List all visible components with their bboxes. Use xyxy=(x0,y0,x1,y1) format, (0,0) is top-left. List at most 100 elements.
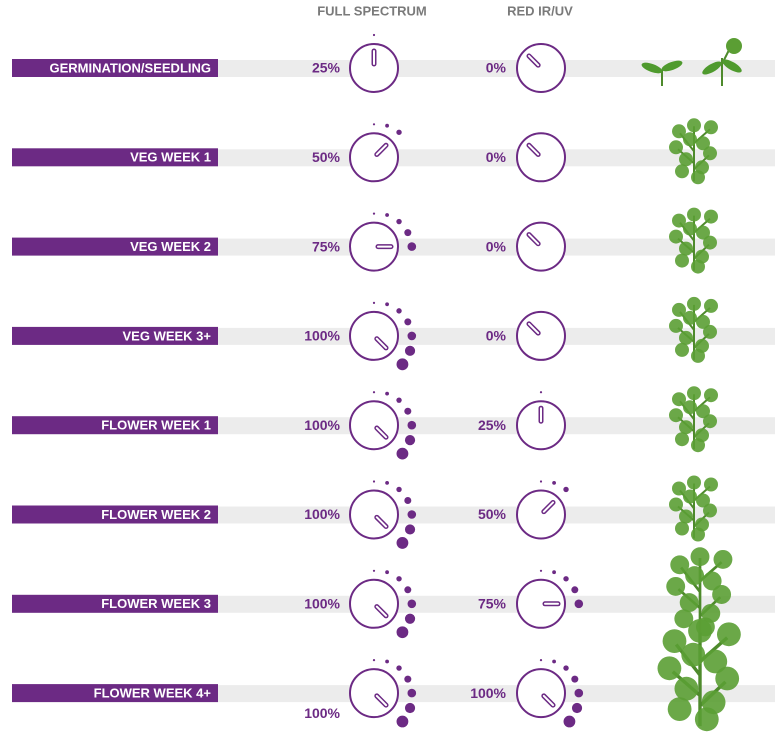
plant-leaf xyxy=(679,152,693,166)
full-spectrum-value: 25% xyxy=(312,60,341,76)
plant-leaf xyxy=(669,140,683,154)
dial-dot xyxy=(373,34,375,36)
full-spectrum-value: 100% xyxy=(304,596,340,612)
plant-leaf xyxy=(683,311,697,325)
dial-dot xyxy=(575,600,584,609)
plant-leaf xyxy=(687,297,701,311)
dial-dot xyxy=(373,480,375,482)
dial xyxy=(517,480,569,538)
plant-leaf xyxy=(683,132,697,146)
red-ir-uv-value: 0% xyxy=(486,149,507,165)
plant-leaf xyxy=(691,438,705,452)
plant-leaf xyxy=(696,136,710,150)
plant-leaf xyxy=(704,478,718,492)
dial-ring xyxy=(517,223,565,271)
dial-dot xyxy=(385,392,389,396)
dial-dot xyxy=(404,497,411,504)
plant-leaf xyxy=(683,490,697,504)
plant-leaf xyxy=(675,522,689,536)
plant-leaf xyxy=(691,349,705,363)
plant-leaf xyxy=(685,566,704,585)
red-ir-uv-value: 0% xyxy=(486,238,507,254)
dial-dot xyxy=(397,448,409,460)
dial-dot xyxy=(404,229,411,236)
plant-illustration xyxy=(669,118,718,184)
plant-leaf xyxy=(658,656,682,680)
dial-ring xyxy=(517,669,565,717)
red-ir-uv-value: 25% xyxy=(478,417,507,433)
dial-dot xyxy=(373,123,375,125)
dial xyxy=(517,391,565,449)
plant-leaf xyxy=(669,408,683,422)
dial-ring xyxy=(517,491,565,539)
dial xyxy=(350,123,402,181)
dial xyxy=(517,44,565,92)
plant-leaf xyxy=(683,222,697,236)
dial-ring xyxy=(350,580,398,628)
plant-leaf xyxy=(704,210,718,224)
dial-dot xyxy=(385,570,389,574)
dial-dot xyxy=(373,391,375,393)
plant-illustration xyxy=(669,476,718,542)
dial-ring xyxy=(517,312,565,360)
plant-leaf xyxy=(696,494,710,508)
plant-leaf xyxy=(675,432,689,446)
plant-leaf xyxy=(714,550,733,569)
plant-leaf xyxy=(691,547,710,566)
dial-dot xyxy=(373,570,375,572)
plant-leaf xyxy=(669,319,683,333)
dial-ring xyxy=(350,312,398,360)
plant-leaf xyxy=(696,404,710,418)
dial-dot xyxy=(571,676,578,683)
dial-dot xyxy=(385,213,389,217)
column-header: FULL SPECTRUM xyxy=(317,3,427,18)
lighting-schedule: FULL SPECTRUM RED IR/UV GERMINATION/SEED… xyxy=(0,0,777,734)
plant-leaf xyxy=(679,510,693,524)
dial xyxy=(517,223,565,271)
dial-dot xyxy=(405,346,415,356)
dial-dot xyxy=(385,302,389,306)
plant-illustration xyxy=(669,208,718,274)
dial-dot xyxy=(408,332,417,341)
stage-label: VEG WEEK 2 xyxy=(130,239,211,254)
stage-label: FLOWER WEEK 3 xyxy=(101,596,211,611)
dial-ring xyxy=(517,133,565,181)
plant-leaf xyxy=(695,707,719,731)
stage-label: FLOWER WEEK 2 xyxy=(101,507,211,522)
plant-leaf xyxy=(681,643,705,667)
plant-leaf xyxy=(691,528,705,542)
red-ir-uv-value: 0% xyxy=(486,328,507,344)
full-spectrum-value: 75% xyxy=(312,238,341,254)
dial-dot xyxy=(540,480,542,482)
dial-dot xyxy=(408,600,417,609)
dial-ring xyxy=(350,669,398,717)
full-spectrum-value: 50% xyxy=(312,149,341,165)
dial-dot xyxy=(405,524,415,534)
dial-dot xyxy=(571,586,578,593)
dial-dot xyxy=(396,397,401,402)
dial-dot xyxy=(404,676,411,683)
column-header: RED IR/UV xyxy=(507,3,573,18)
dial-dot xyxy=(404,408,411,415)
dial-dot xyxy=(540,391,542,393)
dial xyxy=(517,133,565,181)
dial-dot xyxy=(373,302,375,304)
plant-leaf xyxy=(675,677,699,701)
stage-label: VEG WEEK 3+ xyxy=(123,328,212,343)
plant-leaf xyxy=(669,498,683,512)
red-ir-uv-value: 0% xyxy=(486,60,507,76)
dial-dot xyxy=(373,659,375,661)
plant-leaf xyxy=(675,164,689,178)
dial-dot xyxy=(405,614,415,624)
plant-leaf xyxy=(679,331,693,345)
plant-leaf xyxy=(696,226,710,240)
dial-dot xyxy=(552,660,556,664)
red-ir-uv-value: 50% xyxy=(478,506,507,522)
plant-leaf xyxy=(696,315,710,329)
plant-leaf xyxy=(704,388,718,402)
dial-dot xyxy=(397,358,409,370)
full-spectrum-value: 100% xyxy=(304,506,340,522)
dial-dot xyxy=(563,665,568,670)
dial-dot xyxy=(405,703,415,713)
dial-dot xyxy=(397,716,409,728)
